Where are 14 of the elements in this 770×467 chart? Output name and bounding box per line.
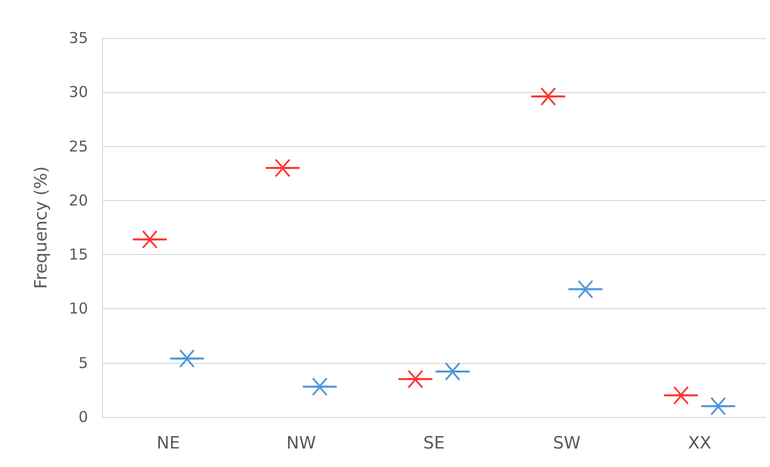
y-tick-label: 20 (68, 191, 88, 210)
y-axis-title: Frequency (%) (32, 166, 52, 289)
y-tick-label: 0 (78, 408, 88, 426)
x-tick-label: XX (688, 434, 712, 454)
y-tick-label: 10 (68, 300, 88, 318)
x-tick-label: NW (286, 434, 316, 454)
y-tick-label: 5 (78, 354, 88, 372)
y-tick-label: 30 (68, 83, 88, 102)
x-tick-label: SW (552, 434, 581, 454)
y-tick-label: 25 (68, 137, 88, 156)
x-tick-label: NE (156, 434, 180, 454)
x-tick-label: SE (423, 434, 445, 454)
y-tick-label: 35 (68, 29, 88, 47)
y-tick-label: 15 (68, 246, 88, 264)
